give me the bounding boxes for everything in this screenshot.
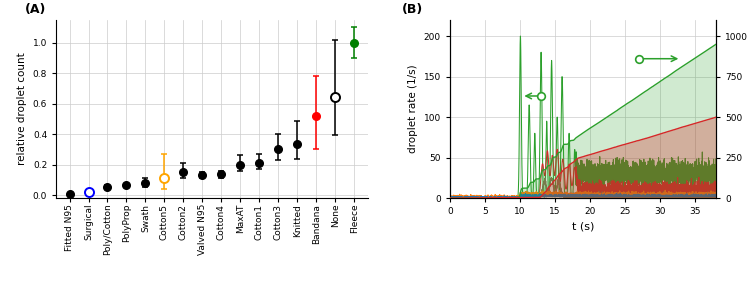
Text: (B): (B) (402, 3, 423, 16)
Y-axis label: droplet rate (1/s): droplet rate (1/s) (408, 65, 419, 153)
Y-axis label: relative droplet count: relative droplet count (17, 53, 27, 165)
X-axis label: t (s): t (s) (572, 222, 594, 232)
Text: (A): (A) (26, 3, 46, 16)
